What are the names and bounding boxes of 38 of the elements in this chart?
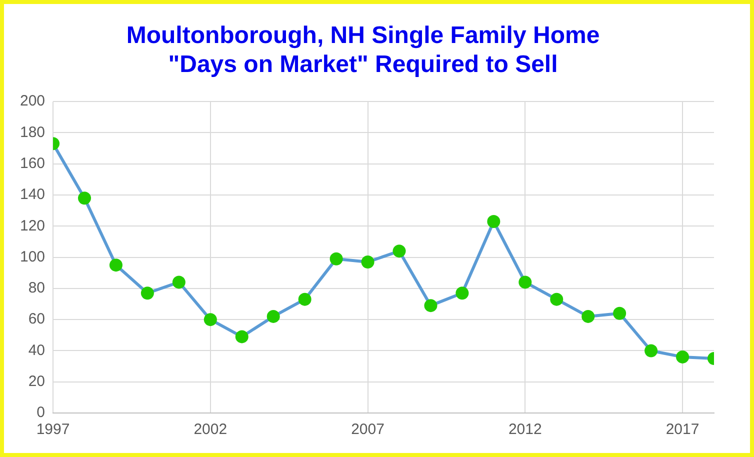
point [613,306,626,320]
y-tick-label: 200 [20,92,46,110]
x-tick-label: 2002 [194,421,228,438]
point [644,344,658,358]
y-tick-label: 80 [28,280,46,297]
x-tick-label: 2017 [666,421,700,438]
point [361,255,374,268]
x-tick-label: 1997 [36,421,70,438]
y-tick-label: 0 [36,404,46,422]
y-tick-label: 120 [20,217,46,234]
point [330,252,343,266]
point [424,299,438,312]
point [140,286,154,300]
text: "Days on Market" Required to Sell [168,50,558,78]
y-tick-label: 180 [20,124,46,141]
point [550,292,564,306]
point [298,292,312,306]
text: Moultonborough, NH Single Family Home [126,22,600,50]
point [676,350,690,364]
y-tick-label: 160 [20,155,46,172]
y-tick-label: 100 [20,248,46,266]
point [456,286,469,300]
point [582,310,595,323]
point [266,310,280,323]
x-tick-label: 2012 [508,421,542,438]
point [172,276,186,289]
y-tick-label: 40 [28,342,46,359]
point [78,192,91,205]
point [487,214,500,228]
x-tick-label: 2007 [351,421,384,438]
y-tick-label: 60 [28,310,46,328]
point [235,330,248,344]
y-tick-label: 140 [20,186,46,204]
point [392,244,406,258]
y-tick-label: 20 [28,373,46,390]
point [204,313,217,326]
point [518,276,532,289]
point [109,258,122,272]
